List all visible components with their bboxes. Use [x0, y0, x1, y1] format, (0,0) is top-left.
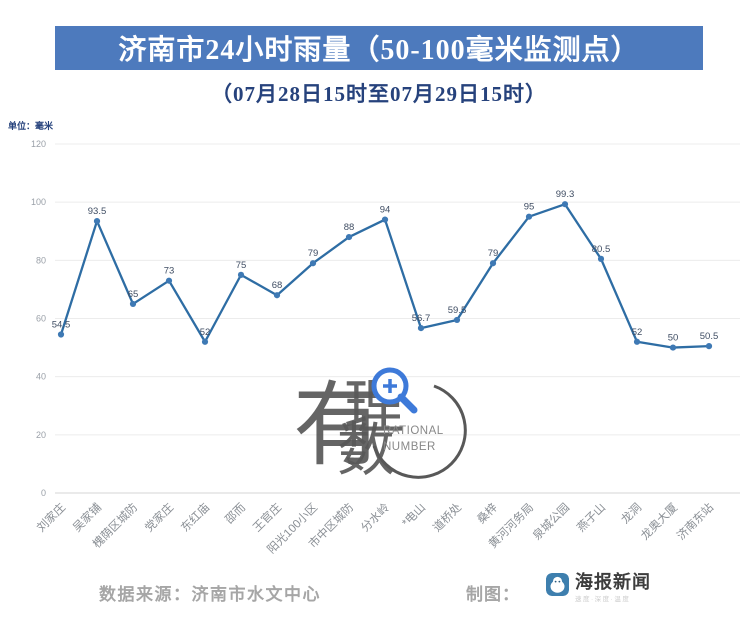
data-point: [345, 233, 353, 241]
data-point: [705, 343, 713, 350]
data-point: [273, 292, 281, 299]
haibao-news-logo-icon: [546, 573, 569, 596]
chart-subtitle: （07月28日15时至07月29日15时）: [211, 82, 547, 106]
data-label: 93.5: [88, 206, 107, 217]
x-axis-label: 刘家庄: [34, 500, 68, 534]
data-source-label: 数据来源：济南市水文中心: [99, 585, 321, 604]
data-label: 65: [128, 289, 139, 300]
watermark-en-number: NUMBER: [383, 441, 436, 453]
x-axis-label: *电山: [399, 501, 428, 530]
chart-title: 济南市24小时雨量（50-100毫米监测点）: [118, 35, 640, 66]
data-point: [453, 316, 461, 324]
brand-tagline: 速度·深度·温度: [575, 596, 631, 603]
y-axis-tick: 100: [31, 197, 46, 207]
data-label: 54.5: [52, 319, 71, 330]
data-label: 88: [344, 222, 355, 233]
data-label: 50: [668, 333, 679, 344]
y-axis-tick: 40: [36, 372, 46, 382]
x-axis-label: 王官庄: [250, 500, 284, 534]
plot-layer: 54.5刘家庄93.5吴家铺65槐荫区城防73党家庄52东红庙75邵而68王官庄…: [34, 189, 718, 556]
x-axis-label: 道桥处: [430, 500, 465, 535]
rainfall-line: [59, 203, 710, 349]
watermark-cn-you: 有: [293, 375, 385, 477]
data-point: [381, 216, 389, 223]
x-axis-label: 龙奥大厦: [638, 500, 681, 543]
data-label: 79: [488, 248, 499, 259]
data-label: 95: [524, 202, 535, 213]
watermark-circle-arc: [372, 384, 467, 479]
data-point: [57, 331, 65, 338]
data-point: [129, 300, 137, 308]
data-point: [237, 271, 245, 278]
x-axis-label: 东红庙: [178, 500, 212, 534]
data-label: 80.5: [592, 244, 611, 255]
x-axis-label: 邵而: [223, 501, 248, 526]
data-point: [165, 277, 173, 284]
watermark-en-rational: RATIONAL: [383, 425, 444, 437]
x-axis-label: 分水岭: [358, 500, 393, 535]
data-label: 52: [632, 327, 643, 338]
y-axis-tick: 80: [36, 255, 46, 265]
watermark-rational-number-logo: 有 理 数 RATIONAL NUMBER: [293, 367, 467, 483]
data-label: 56.7: [412, 313, 431, 324]
x-axis-label: 济南东站: [674, 500, 717, 543]
y-axis-tick: 20: [36, 430, 46, 440]
data-point: [669, 344, 677, 351]
brand-name: 海报新闻: [575, 572, 651, 592]
data-label: 68: [272, 280, 283, 291]
data-point: [597, 255, 605, 262]
data-point: [561, 201, 569, 208]
data-point: [417, 324, 425, 332]
y-axis-tick: 0: [41, 488, 46, 498]
data-point: [201, 338, 209, 345]
data-label: 59.5: [448, 305, 467, 316]
watermark-cn-shu: 数: [337, 418, 395, 483]
x-axis-label: 龙洞: [619, 501, 644, 526]
y-axis-tick: 60: [36, 314, 46, 324]
unit-label: 单位：毫米: [8, 121, 54, 131]
data-label: 79: [308, 248, 319, 259]
data-label: 73: [164, 266, 175, 277]
data-label: 94: [380, 205, 391, 216]
footer: 数据来源：济南市水文中心 制图： 海报新闻 速度·深度·温度: [0, 566, 750, 618]
brand-text-block: 海报新闻 速度·深度·温度: [575, 573, 651, 603]
x-axis-label: 燕子山: [575, 501, 609, 535]
magnifier-icon: [371, 367, 418, 414]
chart-title-banner: 济南市24小时雨量（50-100毫米监测点）: [55, 26, 703, 70]
data-label: 75: [236, 260, 247, 271]
x-axis-label: 泉城公园: [530, 500, 572, 542]
data-point: [309, 260, 317, 267]
y-axis-tick: 120: [31, 139, 46, 149]
data-label: 52: [200, 327, 211, 338]
data-point: [93, 217, 101, 225]
x-axis-label: 桑梓: [474, 500, 501, 527]
credit-label: 制图：: [466, 585, 520, 604]
data-point: [633, 338, 641, 345]
data-point: [525, 213, 533, 220]
data-point: [489, 260, 497, 267]
data-label: 99.3: [556, 189, 575, 200]
x-axis-label: 党家庄: [142, 500, 176, 534]
data-label: 50.5: [700, 331, 719, 342]
x-axis-label: 吴家铺: [70, 500, 104, 534]
